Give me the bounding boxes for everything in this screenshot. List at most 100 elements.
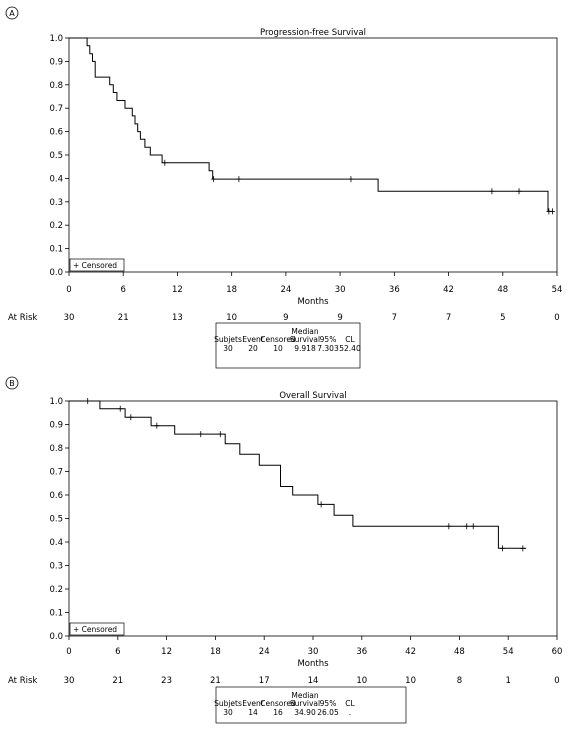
panel-label-circle xyxy=(5,6,19,20)
panel-label: A xyxy=(9,9,15,18)
censor-mark xyxy=(128,414,134,421)
summary-header: Event xyxy=(242,335,264,344)
at-risk-count: 9 xyxy=(283,313,288,323)
plot-frame xyxy=(68,37,558,273)
summary-value: 9.918 xyxy=(294,344,316,353)
legend: + Censored xyxy=(69,622,125,636)
panel-label-circle xyxy=(5,376,19,390)
at-risk-count: 14 xyxy=(308,676,319,686)
y-tick-label: 0.9 xyxy=(49,421,63,431)
x-tick-label: 36 xyxy=(389,285,400,295)
x-tick-label: 12 xyxy=(172,285,183,295)
censor-mark xyxy=(217,431,223,438)
summary-header: Censored xyxy=(260,335,296,344)
summary-header: CL xyxy=(345,699,355,708)
y-tick-label: 0.2 xyxy=(49,221,63,231)
summary-value: 26.05 xyxy=(317,708,339,717)
y-tick-label: 0.7 xyxy=(49,104,63,114)
x-tick-label: 0 xyxy=(66,285,71,295)
at-risk-count: 21 xyxy=(210,676,221,686)
x-tick-label: 24 xyxy=(259,647,270,657)
x-tick-label: 42 xyxy=(443,285,454,295)
at-risk-count: 21 xyxy=(118,313,129,323)
at-risk-count: 13 xyxy=(172,313,183,323)
summary-value: 7.303 xyxy=(317,344,339,353)
at-risk-count: 1 xyxy=(505,676,510,686)
summary-header: Censored xyxy=(260,699,296,708)
censor-mark xyxy=(549,208,555,215)
censor-mark xyxy=(500,545,506,552)
x-axis-label: Months xyxy=(297,659,329,669)
at-risk-count: 17 xyxy=(259,676,270,686)
summary-value: 20 xyxy=(248,344,258,353)
x-tick-label: 60 xyxy=(552,647,563,657)
censor-mark xyxy=(446,523,452,530)
x-tick-label: 6 xyxy=(121,285,126,295)
censor-mark xyxy=(516,188,522,195)
legend: + Censored xyxy=(69,258,125,272)
at-risk-count: 10 xyxy=(356,676,367,686)
x-tick-label: 6 xyxy=(115,647,120,657)
y-tick-label: 0.1 xyxy=(49,609,63,619)
summary-value: 52.40 xyxy=(339,344,361,353)
summary-header: Subjets xyxy=(214,335,242,344)
summary-table-box xyxy=(215,686,407,724)
y-tick-label: 0.4 xyxy=(49,174,63,184)
summary-header: Subjets xyxy=(214,699,242,708)
y-tick-label: 0.9 xyxy=(49,57,63,67)
censor-mark xyxy=(85,398,91,404)
x-tick-label: 24 xyxy=(280,285,291,295)
y-tick-label: 0.2 xyxy=(49,585,63,595)
summary-header: 95% xyxy=(320,699,337,708)
summary-header-median: Median xyxy=(291,691,319,700)
panel-label: B xyxy=(9,379,15,388)
censor-mark xyxy=(489,188,495,195)
summary-header: Event xyxy=(242,699,264,708)
y-tick-label: 0.1 xyxy=(49,245,63,255)
censor-mark xyxy=(211,176,217,183)
summary-value: 30 xyxy=(223,344,233,353)
censor-mark xyxy=(162,159,168,166)
y-tick-label: 0.6 xyxy=(49,128,63,138)
x-tick-label: 30 xyxy=(335,285,346,295)
censor-mark xyxy=(348,176,354,183)
at-risk-count: 30 xyxy=(64,313,75,323)
chart-panel-a: A Progression-free Survival 0.0 0.1 0.2 0.3 0.… xyxy=(5,6,563,369)
at-risk-count: 23 xyxy=(161,676,172,686)
x-tick-label: 0 xyxy=(66,647,71,657)
summary-header: Survival xyxy=(290,699,320,708)
plot-frame xyxy=(68,400,558,637)
summary-header: CL xyxy=(345,335,355,344)
legend-box xyxy=(69,258,125,272)
at-risk-count: 5 xyxy=(500,313,505,323)
x-tick-label: 12 xyxy=(161,647,172,657)
survival-curve xyxy=(69,400,527,549)
at-risk-count: 30 xyxy=(64,676,75,686)
summary-value: 30 xyxy=(223,708,233,717)
at-risk-count: 0 xyxy=(554,313,559,323)
y-tick-label: 0.3 xyxy=(49,562,63,572)
y-tick-label: 0.4 xyxy=(49,538,63,548)
y-tick-label: 0.3 xyxy=(49,198,63,208)
x-tick-label: 54 xyxy=(503,647,514,657)
x-tick-label: 48 xyxy=(454,647,465,657)
x-axis-label: Months xyxy=(297,297,329,307)
x-tick-label: 36 xyxy=(356,647,367,657)
at-risk-count: 9 xyxy=(337,313,342,323)
censor-mark xyxy=(318,501,324,508)
censor-mark xyxy=(198,431,204,438)
x-tick-label: 42 xyxy=(405,647,416,657)
y-tick-label: 1.0 xyxy=(49,397,63,407)
legend-label: + Censored xyxy=(73,261,117,270)
x-tick-label: 54 xyxy=(552,285,563,295)
censor-mark xyxy=(470,523,476,530)
at-risk-count: 8 xyxy=(457,676,462,686)
censor-mark xyxy=(117,405,123,412)
summary-value: 16 xyxy=(273,708,283,717)
at-risk-count: 10 xyxy=(226,313,237,323)
legend-box xyxy=(69,622,125,636)
chart-title: Overall Survival xyxy=(279,391,346,401)
